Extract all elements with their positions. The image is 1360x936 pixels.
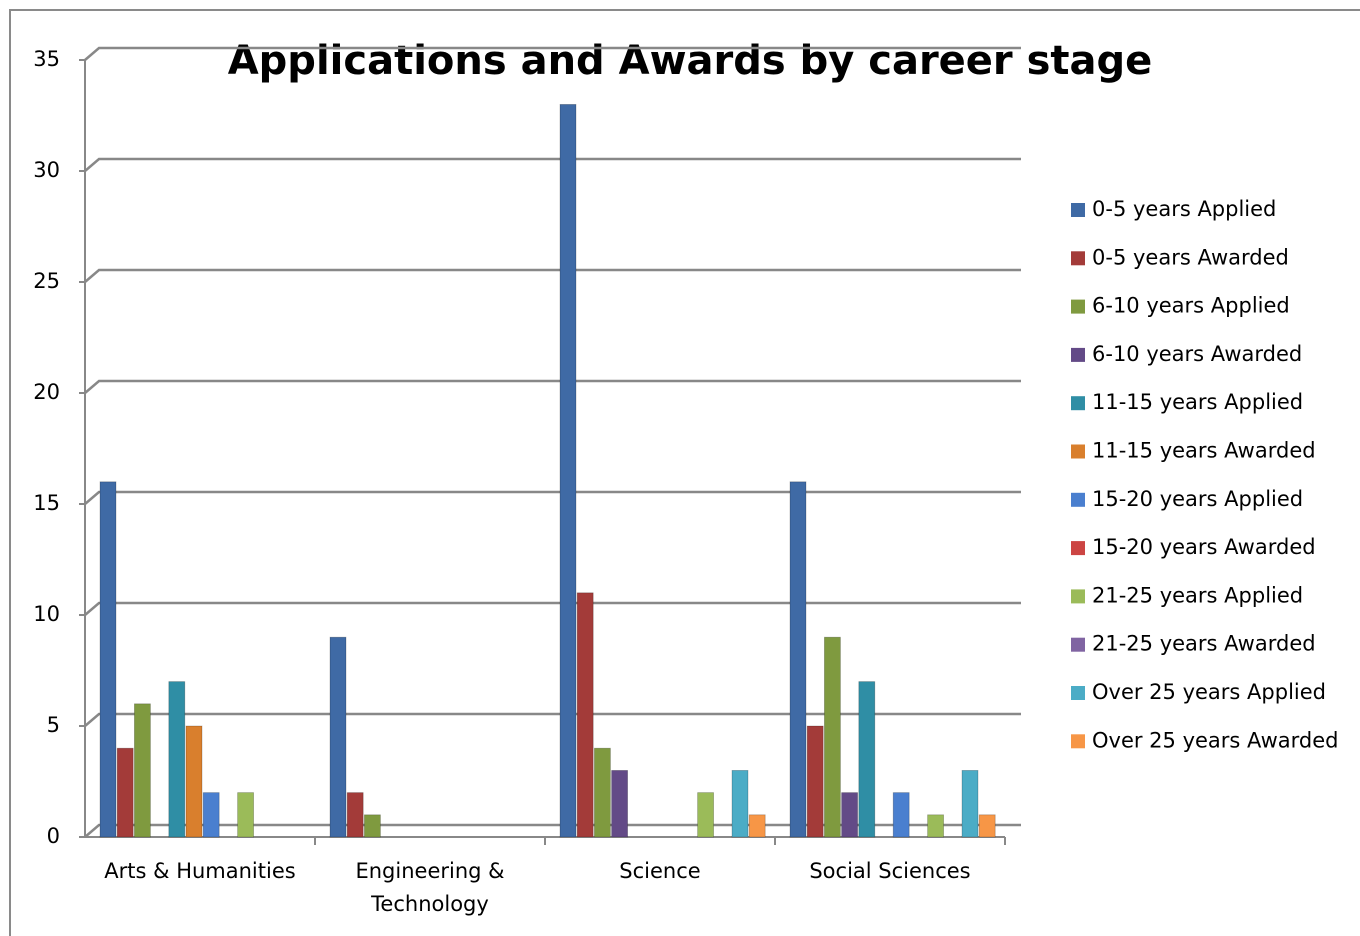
- bar: [329, 636, 347, 838]
- y-tick-label: 20: [33, 380, 60, 404]
- legend-swatch: [1071, 686, 1085, 700]
- bar: [116, 747, 134, 838]
- y-tick-label: 10: [33, 602, 60, 626]
- bar: [806, 725, 824, 838]
- legend-swatch: [1071, 541, 1085, 556]
- legend-swatch: [1071, 492, 1085, 507]
- grid-line: [84, 823, 1021, 838]
- chart-frame: [9, 9, 1360, 936]
- grid-line: [84, 490, 1021, 505]
- legend-swatch: [1071, 444, 1085, 459]
- bar: [363, 814, 381, 838]
- y-tick-label: 35: [33, 47, 60, 71]
- legend-label: 21-25 years Applied: [1092, 583, 1303, 607]
- grid-line: [84, 46, 1021, 61]
- bar: [858, 681, 876, 838]
- bar: [185, 725, 203, 838]
- bar: [99, 481, 117, 838]
- bar: [697, 792, 714, 838]
- x-tick-label: Arts & Humanities: [104, 859, 296, 883]
- bar: [594, 747, 611, 838]
- legend-label: 0-5 years Applied: [1092, 197, 1276, 221]
- legend-swatch: [1071, 637, 1085, 652]
- legend-swatch: [1071, 347, 1085, 362]
- bar: [133, 703, 151, 838]
- y-tick-label: 5: [47, 713, 60, 737]
- bar: [748, 814, 766, 838]
- grid-line: [84, 268, 1021, 283]
- legend-swatch: [1071, 589, 1085, 604]
- y-tick-label: 30: [33, 158, 60, 182]
- bar: [168, 681, 186, 838]
- bar: [927, 814, 944, 838]
- legend-label: 6-10 years Applied: [1092, 294, 1290, 318]
- y-tick-label: 0: [47, 824, 60, 848]
- bar: [892, 792, 910, 838]
- legend-swatch: [1071, 251, 1085, 266]
- chart-title: Applications and Awards by career stage: [228, 38, 1153, 84]
- x-tick-label: Social Sciences: [809, 859, 971, 883]
- legend-label: 11-15 years Applied: [1092, 390, 1303, 414]
- bar: [237, 792, 255, 838]
- grid-line: [84, 712, 1021, 727]
- grid-line: [84, 157, 1021, 172]
- legend-swatch: [1071, 299, 1085, 314]
- legend-label: 11-15 years Awarded: [1092, 439, 1316, 463]
- bar: [346, 792, 364, 838]
- grid-line: [84, 379, 1021, 394]
- legend-label: 0-5 years Awarded: [1092, 245, 1289, 269]
- bar: [611, 770, 628, 838]
- legend-label: Over 25 years Awarded: [1092, 728, 1338, 752]
- bar: [789, 481, 807, 838]
- legend-label: Over 25 years Applied: [1092, 680, 1326, 704]
- bar: [961, 770, 979, 838]
- bar: [824, 636, 841, 838]
- legend-swatch: [1071, 734, 1085, 749]
- legend-swatch: [1071, 203, 1085, 217]
- y-tick-label: 15: [33, 491, 60, 515]
- grid-line: [84, 601, 1021, 616]
- y-tick-label: 25: [33, 269, 60, 293]
- bar: [841, 792, 858, 838]
- bar: [731, 770, 749, 838]
- x-tick-label: Science: [619, 859, 701, 883]
- legend-label: 15-20 years Awarded: [1092, 535, 1316, 559]
- bar: [978, 814, 996, 838]
- legend-swatch: [1071, 396, 1085, 411]
- legend-label: 6-10 years Awarded: [1092, 342, 1302, 366]
- legend-label: 15-20 years Applied: [1092, 487, 1303, 511]
- bar: [559, 104, 577, 838]
- x-tick-label: Engineering & Technology: [355, 859, 505, 916]
- bar: [202, 792, 220, 838]
- legend-label: 21-25 years Awarded: [1092, 632, 1316, 656]
- bar: [576, 592, 594, 838]
